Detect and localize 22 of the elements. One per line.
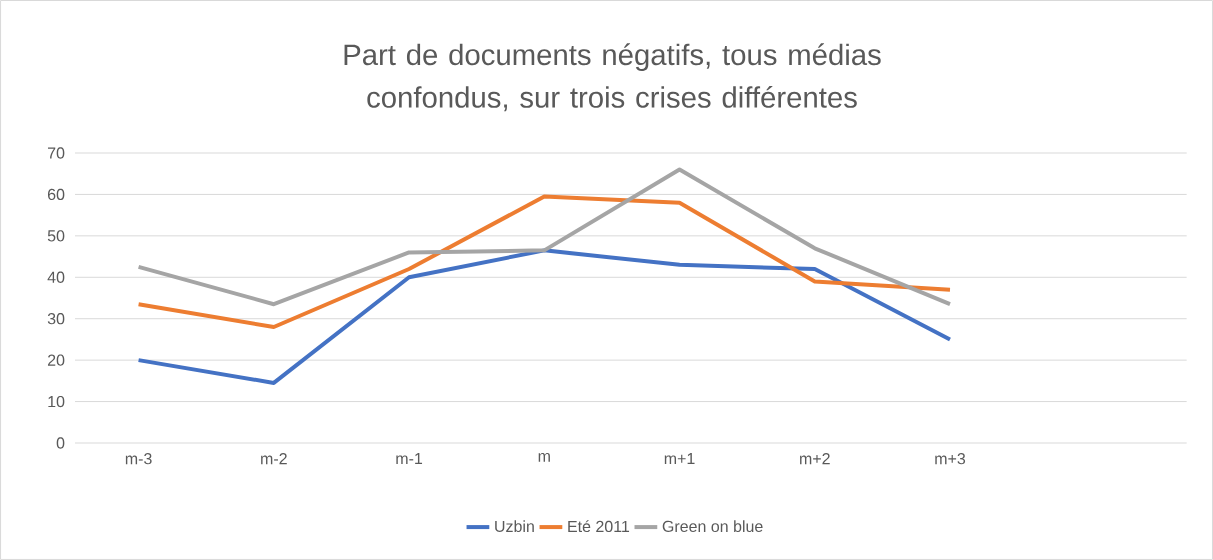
x-tick-label: m-2	[261, 453, 287, 465]
x-tick-label: m+3	[935, 453, 966, 465]
y-tick-label: 20	[47, 354, 65, 366]
y-tick-label: 50	[47, 230, 65, 242]
x-tick-label: m+1	[664, 453, 695, 465]
x-tick-label: m-1	[396, 453, 423, 465]
y-tick-label: 60	[47, 188, 65, 201]
y-tick-label: 70	[47, 147, 65, 159]
y-tick-label: 40	[47, 271, 65, 283]
chart-title: Part de documents négatifs, tous médias confondus, sur trois crises différentes	[344, 43, 881, 112]
line-series	[136, 248, 952, 385]
y-tick-label: 0	[56, 437, 65, 449]
x-tick-label: m+2	[800, 453, 830, 465]
legend-label: Green on blue	[662, 520, 763, 533]
x-tick-label: m-3	[125, 453, 152, 465]
x-tick-label: m	[538, 453, 550, 462]
line-series	[136, 167, 952, 307]
y-tick-label: 30	[47, 313, 65, 325]
y-tick-label: 10	[48, 395, 65, 408]
legend-label: Eté 2011	[568, 520, 630, 533]
legend-label: Uzbin	[495, 520, 534, 533]
line-series	[136, 194, 952, 329]
